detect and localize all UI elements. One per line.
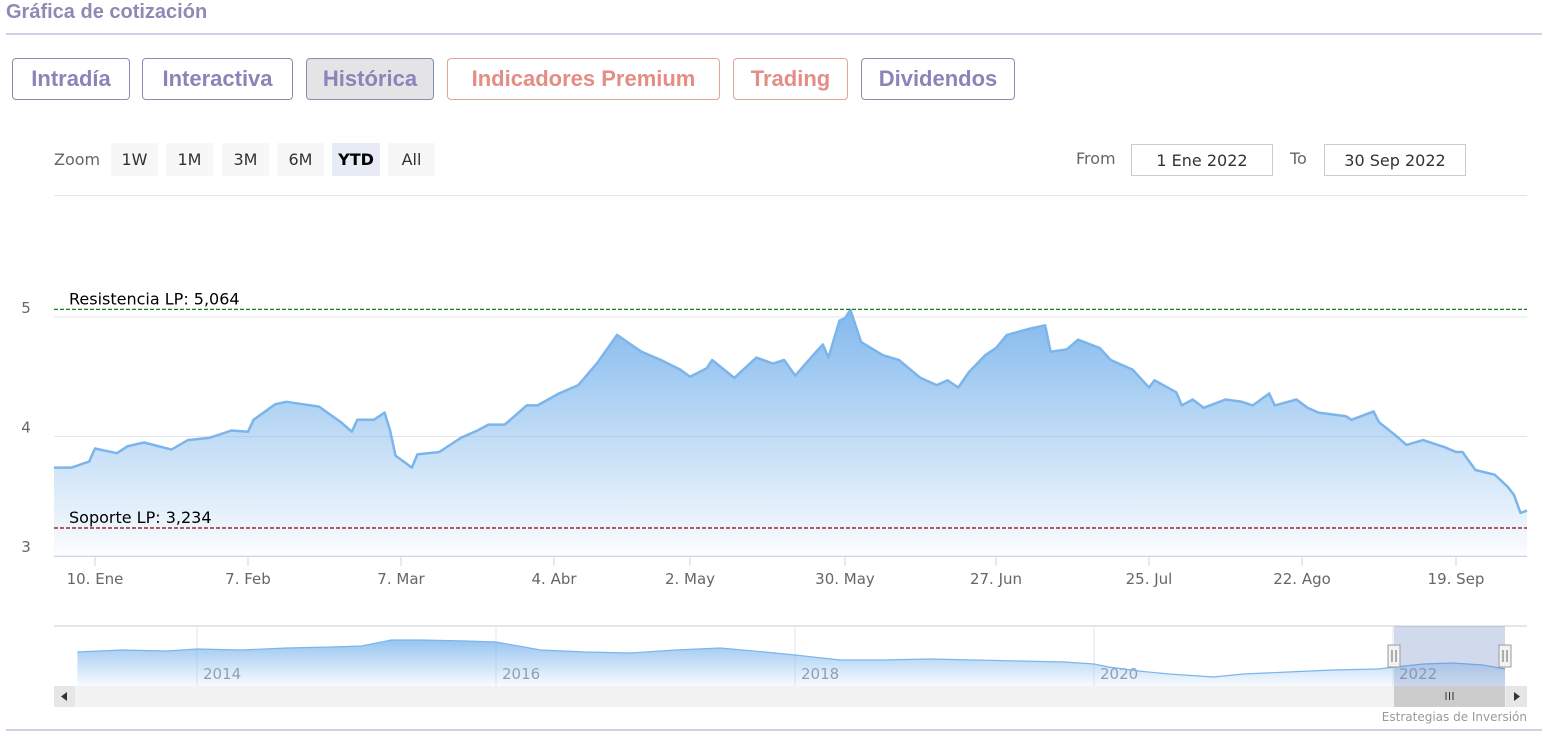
arrow-right-icon [1514,692,1520,701]
resistance-line-label: Resistencia LP: 5,064 [69,289,240,308]
to-label: To [1290,149,1307,168]
navigator-line [77,639,1506,678]
y-tick-label: 3 [21,538,31,556]
title-divider [6,33,1542,35]
arrow-left-icon [61,692,67,701]
zoom-6m-button[interactable]: 6M [277,143,324,176]
x-tick-label: 7. Mar [377,570,425,588]
zoom-1m-button[interactable]: 1M [166,143,213,176]
zoom-ytd-button[interactable]: YTD [332,143,380,176]
page-title: Gráfica de cotización [6,1,208,23]
tab-intradia[interactable]: Intradía [12,58,130,100]
navigator-area [77,640,1506,686]
bottom-divider [6,729,1542,731]
zoom-1w-button[interactable]: 1W [111,143,158,176]
to-date-input[interactable]: 30 Sep 2022 [1324,144,1466,176]
y-tick-label: 4 [21,419,31,437]
grip-icon [1445,692,1454,700]
tab-interactiva[interactable]: Interactiva [142,58,293,100]
tab-trading[interactable]: Trading [733,58,848,100]
zoom-3m-button[interactable]: 3M [222,143,269,176]
support-line-label: Soporte LP: 3,234 [69,508,212,527]
x-tick-label: 7. Feb [225,570,271,588]
scrollbar-track[interactable] [54,686,1527,707]
from-date-input[interactable]: 1 Ene 2022 [1131,144,1273,176]
navigator-handle[interactable] [1498,644,1512,668]
navigator-selected-range [1394,626,1505,686]
x-tick-label: 27. Jun [970,570,1022,588]
tab-historica[interactable]: Histórica [306,58,434,100]
grip-icon [1391,650,1397,662]
tab-dividendos[interactable]: Dividendos [861,58,1015,100]
zoom-label: Zoom [54,150,101,169]
y-tick-label: 5 [21,299,31,317]
grip-icon [1502,650,1508,662]
x-tick-label: 4. Abr [531,570,577,588]
tab-indicadores-premium[interactable]: Indicadores Premium [447,58,720,100]
navigator-handle[interactable] [1387,644,1401,668]
x-tick-label: 25. Jul [1126,570,1173,588]
from-label: From [1076,149,1116,168]
x-tick-label: 30. May [815,570,875,588]
zoom-all-button[interactable]: All [388,143,435,176]
x-tick-label: 2. May [665,570,715,588]
x-tick-label: 19. Sep [1428,570,1485,588]
chart-credit: Estrategias de Inversión [1382,710,1527,724]
x-tick-label: 10. Ene [67,570,124,588]
x-tick-label: 22. Ago [1273,570,1331,588]
price-area [54,309,1527,556]
